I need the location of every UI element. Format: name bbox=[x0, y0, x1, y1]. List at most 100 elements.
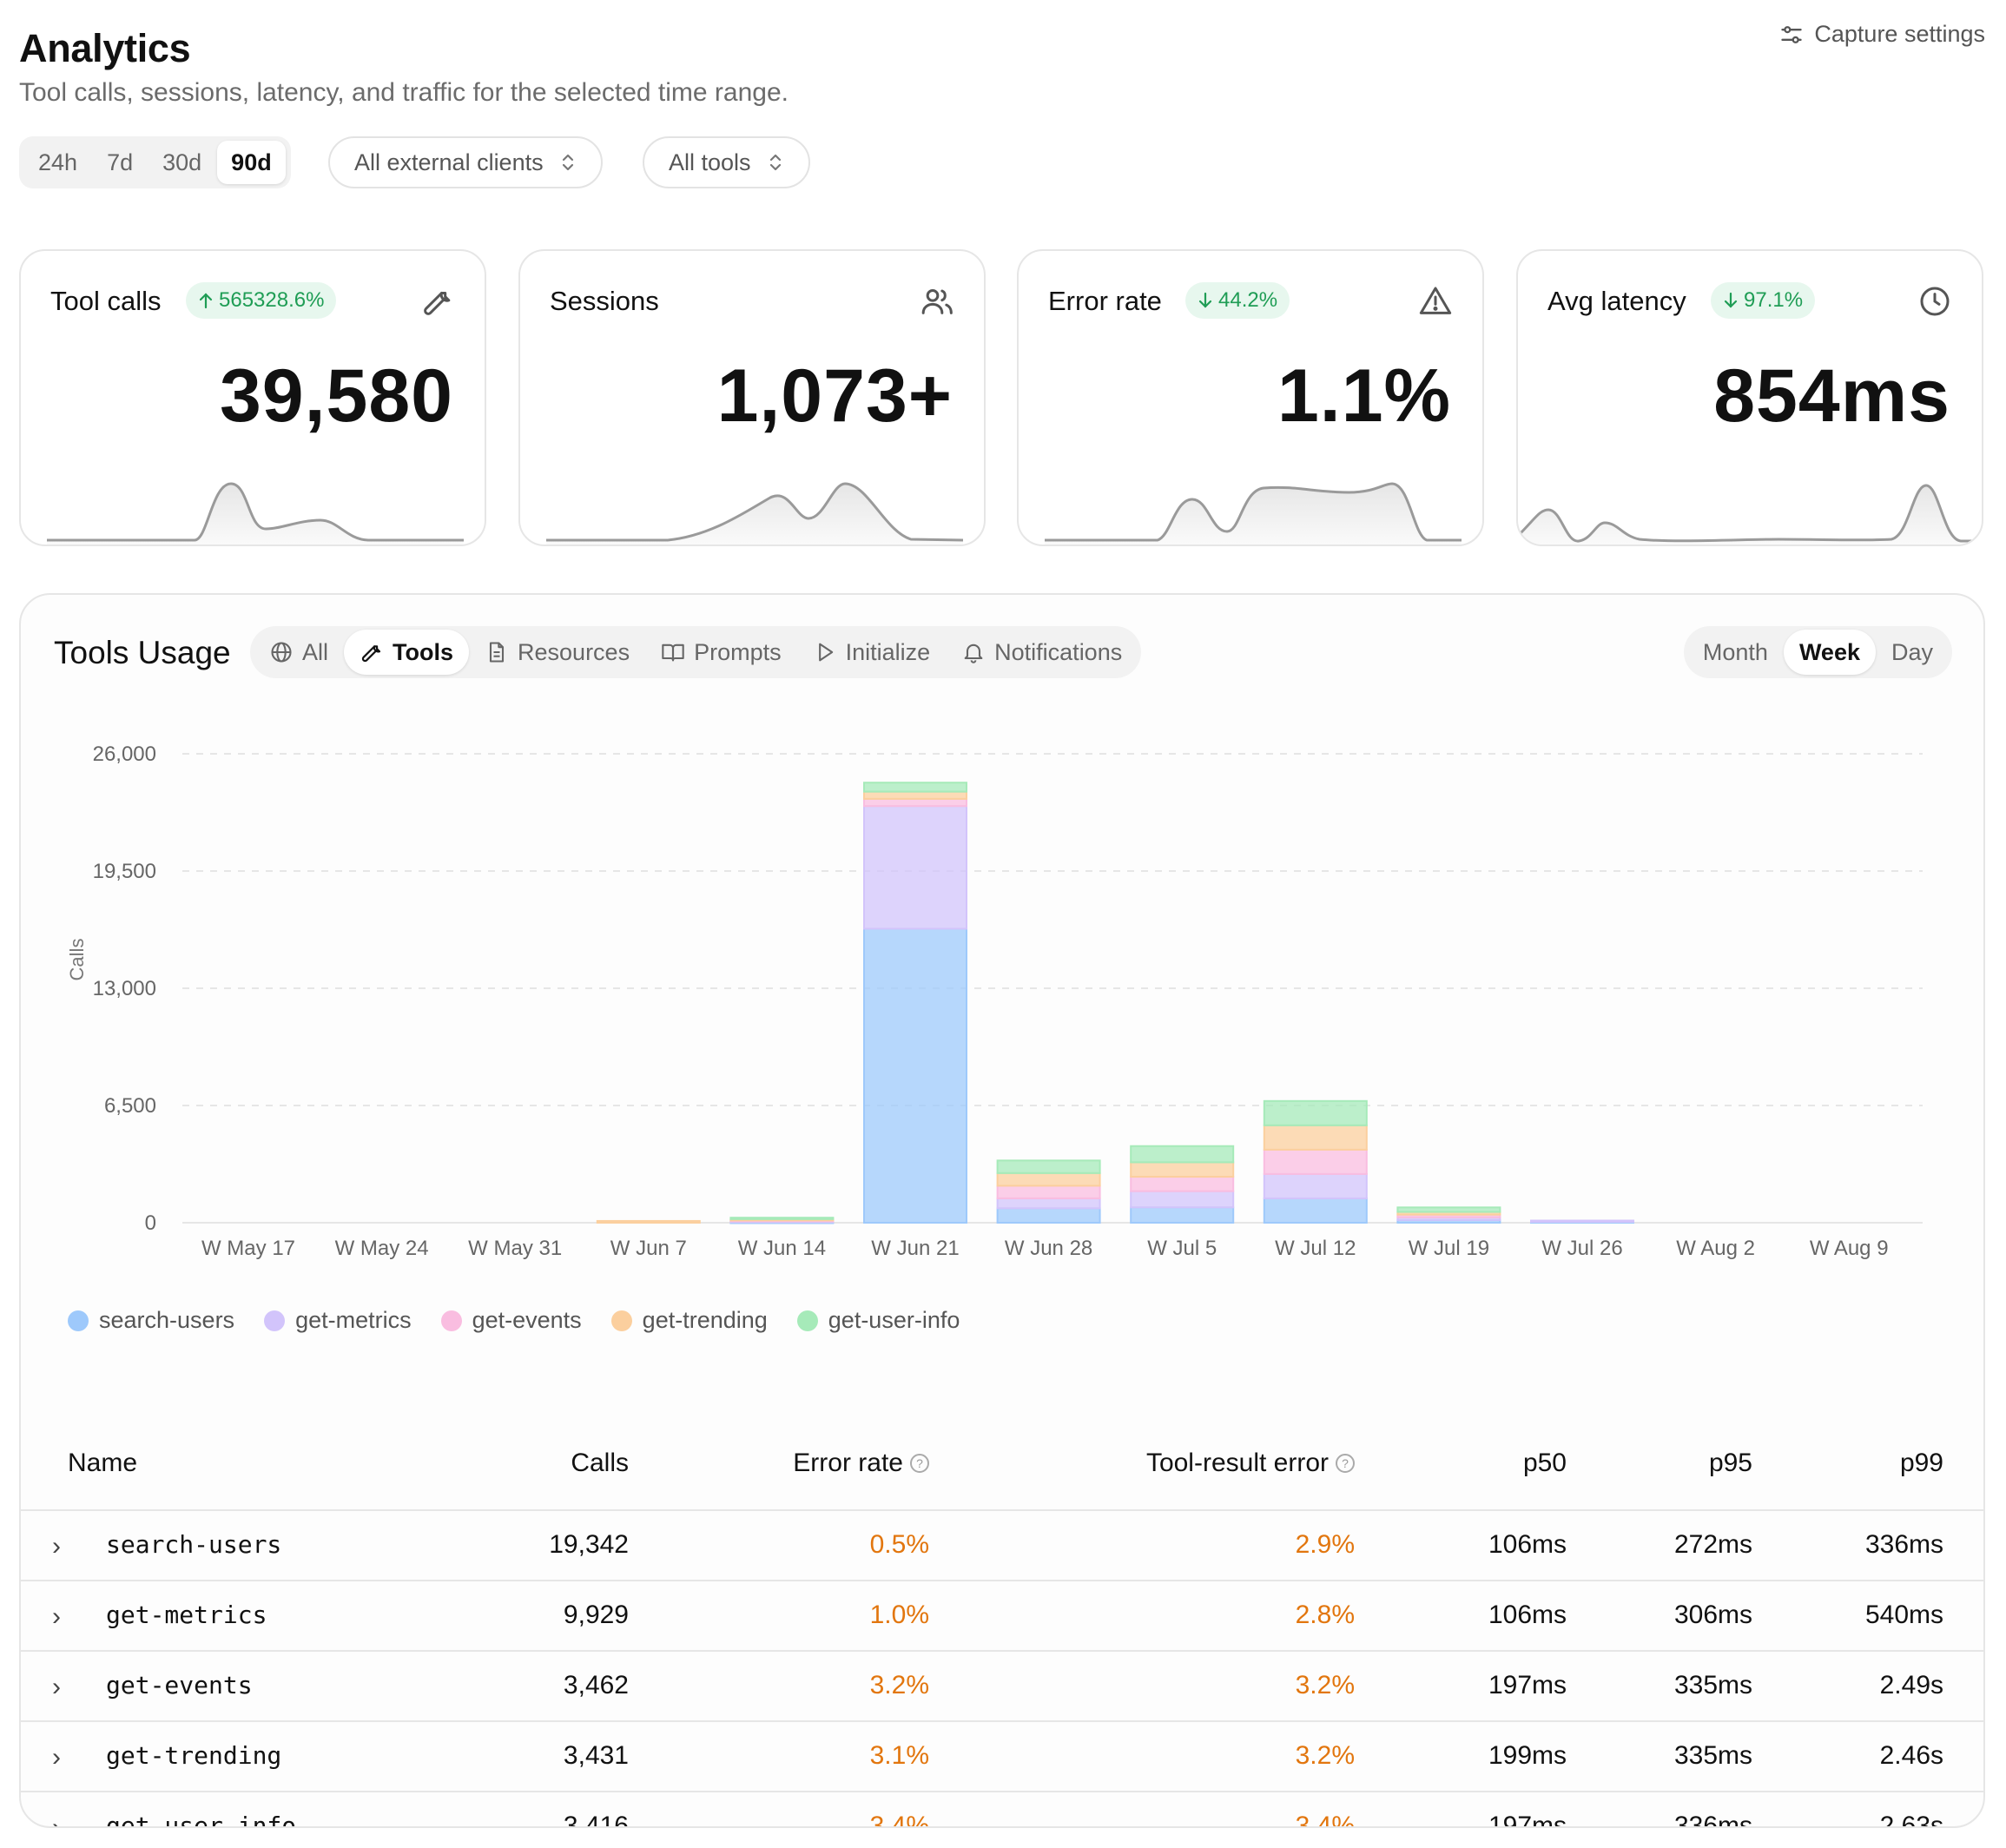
range-30d[interactable]: 30d bbox=[162, 148, 202, 175]
tool-name: get-trending bbox=[106, 1741, 282, 1770]
legend-label: get-trending bbox=[642, 1307, 768, 1333]
arrow-up-icon bbox=[199, 293, 213, 309]
cell-p99: 336ms bbox=[1864, 1530, 1943, 1559]
legend-item-get-trending[interactable]: get-trending bbox=[610, 1307, 768, 1334]
capture-settings-button[interactable]: Capture settings bbox=[1779, 21, 1985, 48]
tools-usage-chart: 26,000 19,500 13,000 6,500 0 Calls W May 17 W M… bbox=[66, 742, 1923, 1260]
users-icon bbox=[921, 289, 953, 314]
legend-swatch bbox=[68, 1310, 89, 1331]
bar-segment-get-user-info[interactable] bbox=[996, 1159, 1101, 1174]
legend-label: get-user-info bbox=[828, 1307, 960, 1333]
bar-segment-get-metrics[interactable] bbox=[996, 1197, 1101, 1210]
granularity-week[interactable]: Week bbox=[1783, 630, 1876, 675]
tool-select[interactable]: All tools bbox=[643, 136, 810, 188]
bar-segment-search-users[interactable] bbox=[863, 927, 967, 1224]
range-7d[interactable]: 7d bbox=[107, 148, 134, 175]
chevron-right-icon[interactable]: › bbox=[52, 1743, 61, 1772]
table-row[interactable]: › search-users 19,342 0.5% 2.9% 106ms 272ms 336… bbox=[21, 1511, 1983, 1581]
tab-all[interactable]: All bbox=[254, 630, 344, 675]
chevron-right-icon[interactable]: › bbox=[52, 1532, 61, 1561]
chevron-right-icon[interactable]: › bbox=[52, 1813, 61, 1828]
kpi-card-tool-calls: Tool calls 565328.6% 39,580 bbox=[19, 249, 486, 546]
client-select[interactable]: All external clients bbox=[328, 136, 603, 188]
x-tick-label: W May 31 bbox=[468, 1237, 562, 1260]
legend-item-search-users[interactable]: search-users bbox=[68, 1307, 234, 1334]
bar-segment-get-events[interactable] bbox=[863, 797, 967, 808]
bar-segment-get-trending[interactable] bbox=[1130, 1161, 1235, 1178]
bar-segment-get-user-info[interactable] bbox=[729, 1217, 835, 1220]
column-header-tool-result-error[interactable]: Tool-result error ? bbox=[1146, 1449, 1355, 1478]
bar-segment-get-user-info[interactable] bbox=[1130, 1145, 1235, 1164]
tab-initialize[interactable]: Initialize bbox=[797, 630, 947, 675]
tab-notifications[interactable]: Notifications bbox=[946, 630, 1138, 675]
bar-segment-get-user-info[interactable] bbox=[1396, 1206, 1501, 1213]
help-icon[interactable]: ? bbox=[1336, 1454, 1355, 1473]
cell-p50: 197ms bbox=[1488, 1812, 1567, 1828]
bar-segment-get-events[interactable] bbox=[1263, 1148, 1368, 1175]
bar-segment-get-user-info[interactable] bbox=[1263, 1099, 1368, 1126]
usage-type-tabs: All Tools Resources Prompts Initialize N… bbox=[250, 626, 1142, 678]
legend-item-get-user-info[interactable]: get-user-info bbox=[796, 1307, 960, 1334]
kpi-value: 39,580 bbox=[219, 354, 453, 438]
warning-icon bbox=[1419, 287, 1452, 314]
bar-segment-search-users[interactable] bbox=[1263, 1197, 1368, 1224]
cell-tool-result-error: 2.8% bbox=[1295, 1600, 1355, 1629]
kpi-card-avg-latency: Avg latency 97.1% 854ms bbox=[1516, 249, 1983, 546]
cell-p99: 2.63s bbox=[1879, 1812, 1943, 1828]
cell-tool-result-error: 3.4% bbox=[1295, 1812, 1355, 1828]
capture-settings-label: Capture settings bbox=[1814, 21, 1985, 47]
bar-segment-get-trending[interactable] bbox=[1263, 1124, 1368, 1151]
column-header-name[interactable]: Name bbox=[68, 1449, 138, 1477]
bar-segment-get-metrics[interactable] bbox=[863, 805, 967, 930]
legend-item-get-events[interactable]: get-events bbox=[440, 1307, 582, 1334]
legend-item-get-metrics[interactable]: get-metrics bbox=[264, 1307, 412, 1334]
cell-calls: 3,431 bbox=[563, 1741, 629, 1770]
table-row[interactable]: › get-metrics 9,929 1.0% 2.8% 106ms 306ms 540ms bbox=[21, 1581, 1983, 1652]
bar-segment-get-trending[interactable] bbox=[996, 1172, 1101, 1187]
tool-name: get-user-info bbox=[106, 1812, 297, 1828]
chevron-right-icon[interactable]: › bbox=[52, 1602, 61, 1631]
bar-segment-get-events[interactable] bbox=[996, 1185, 1101, 1199]
tools-table: Name Calls Error rate ? Tool-result erro… bbox=[21, 1416, 1983, 1828]
bar-segment-get-metrics[interactable] bbox=[1130, 1190, 1235, 1209]
kpi-delta: 97.1% bbox=[1744, 288, 1804, 312]
bar-segment-get-trending[interactable] bbox=[863, 790, 967, 800]
table-row[interactable]: › get-events 3,462 3.2% 3.2% 197ms 335ms 2.49s bbox=[21, 1652, 1983, 1722]
cell-p50: 106ms bbox=[1488, 1600, 1567, 1629]
column-header-label: Error rate bbox=[793, 1449, 903, 1477]
column-header-error-rate[interactable]: Error rate ? bbox=[793, 1449, 929, 1478]
table-row[interactable]: › get-trending 3,431 3.1% 3.2% 199ms 335ms 2.46… bbox=[21, 1722, 1983, 1792]
help-icon[interactable]: ? bbox=[910, 1454, 929, 1473]
granularity-month[interactable]: Month bbox=[1702, 638, 1768, 665]
bar-segment-get-trending[interactable] bbox=[596, 1219, 701, 1224]
bar-segment-get-metrics[interactable] bbox=[1263, 1172, 1368, 1199]
chevron-right-icon[interactable]: › bbox=[52, 1673, 61, 1701]
column-header-calls[interactable]: Calls bbox=[571, 1449, 629, 1477]
range-24h[interactable]: 24h bbox=[38, 148, 78, 175]
tool-name: search-users bbox=[106, 1530, 282, 1559]
table-row[interactable]: › get-user-info 3,416 3.4% 3.4% 197ms 336ms 2.6… bbox=[21, 1792, 1983, 1828]
tab-resources[interactable]: Resources bbox=[469, 630, 645, 675]
kpi-label: Tool calls bbox=[50, 286, 162, 316]
x-tick-label: W Jul 12 bbox=[1275, 1237, 1356, 1260]
bar-segment-get-metrics[interactable] bbox=[1530, 1219, 1634, 1224]
cell-error-rate: 3.4% bbox=[869, 1812, 929, 1828]
bell-icon bbox=[964, 644, 983, 663]
bar-segment-get-events[interactable] bbox=[1130, 1176, 1235, 1192]
bar-segment-get-user-info[interactable] bbox=[863, 782, 967, 793]
cell-calls: 19,342 bbox=[549, 1530, 629, 1559]
granularity-toggle: Month Week Day bbox=[1683, 626, 1952, 678]
column-header-p95[interactable]: p95 bbox=[1708, 1449, 1752, 1477]
tools-usage-card: Tools Usage All Tools Resources Prompts … bbox=[19, 593, 1985, 1828]
bar-segment-search-users[interactable] bbox=[1130, 1206, 1235, 1224]
range-90d[interactable]: 90d bbox=[217, 141, 286, 184]
legend-swatch bbox=[440, 1310, 462, 1331]
tab-prompts[interactable]: Prompts bbox=[645, 630, 797, 675]
granularity-day[interactable]: Day bbox=[1891, 638, 1933, 665]
column-header-p99[interactable]: p99 bbox=[1899, 1449, 1943, 1477]
cell-p50: 199ms bbox=[1488, 1741, 1567, 1770]
bar-segment-search-users[interactable] bbox=[996, 1207, 1101, 1224]
tab-tools[interactable]: Tools bbox=[344, 630, 470, 675]
column-header-p50[interactable]: p50 bbox=[1522, 1449, 1567, 1477]
cell-p95: 335ms bbox=[1673, 1671, 1752, 1700]
